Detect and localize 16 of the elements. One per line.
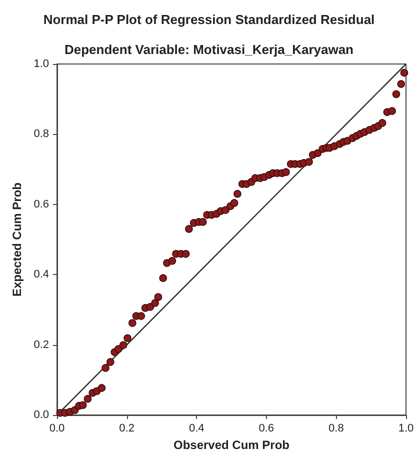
y-tick-label: 0.4: [34, 268, 49, 281]
x-tick-label: 0.0: [49, 422, 65, 434]
y-tick-label: 1.0: [34, 58, 49, 70]
x-tick-label: 0.8: [328, 422, 344, 434]
y-tick-label: 0.2: [34, 338, 49, 351]
x-tick-label: 0.4: [188, 422, 204, 434]
x-tick-label: 0.6: [258, 422, 274, 434]
chart-subtitle: Dependent Variable: Motivasi_Kerja_Karyawan: [64, 42, 354, 57]
y-tick-label: 0.6: [34, 198, 49, 210]
x-axis-title: Observed Cum Prob: [173, 438, 290, 452]
x-tick-label: 0.2: [119, 422, 134, 434]
chart-title: Normal P-P Plot of Regression Standardized Residual: [43, 12, 375, 27]
y-axis-title: Expected Cum Prob: [10, 182, 24, 297]
y-tick-label: 0.8: [34, 128, 49, 140]
x-tick-label: 1.0: [398, 422, 414, 434]
y-tick-label: 0.0: [34, 409, 49, 421]
